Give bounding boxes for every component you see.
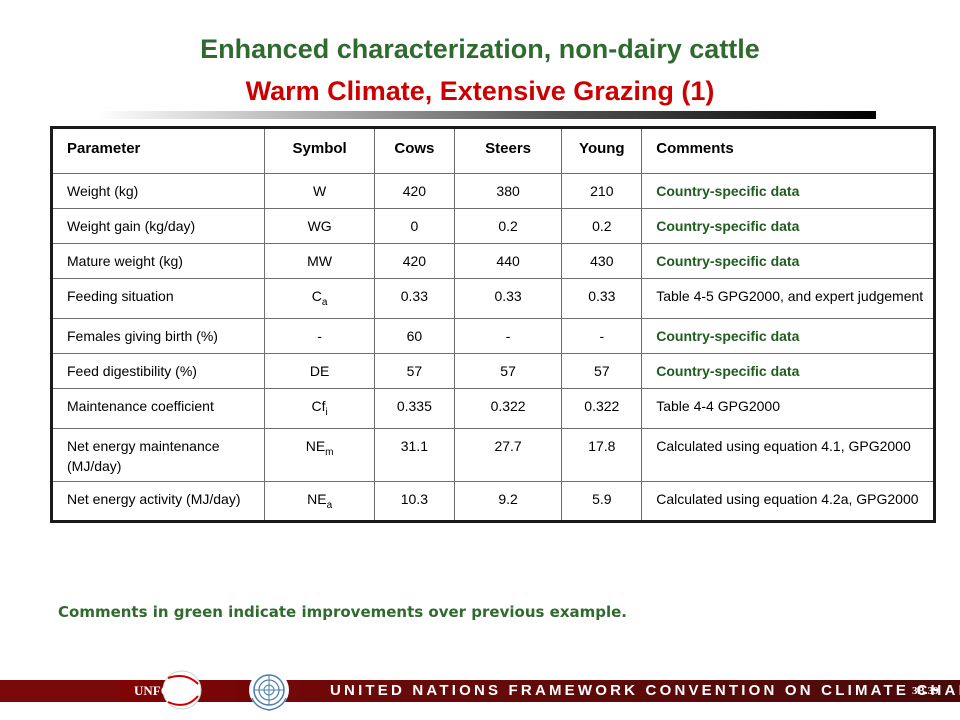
cell-symbol: MW [264,243,375,279]
symbol-subscript: i [325,406,328,418]
cell-steers: 440 [453,243,563,279]
cell-young: 0.2 [561,208,643,244]
parameters-table: Parameter Symbol Cows Steers Young Comme… [50,126,936,524]
header-young: Young [561,127,643,174]
cell-comments: Table 4-5 GPG2000, and expert judgement [641,278,935,319]
green-comments-note: Comments in green indicate improvements … [58,603,628,621]
cell-young: 210 [561,173,643,209]
table-row: Feed digestibility (%) DE 57 57 57 Country-sp… [50,352,935,389]
cell-cows: 0.335 [373,387,455,429]
cell-comments: Country-specific data [641,317,935,354]
cell-steers: 0.2 [453,208,563,244]
cell-cows: 420 [373,173,455,209]
table-row: Mature weight (kg) MW 420 440 430 Country-spe… [50,243,935,279]
cell-parameter: Feed digestibility (%) [50,352,266,389]
cell-parameter: Net energy maintenance (MJ/day) [50,427,266,482]
footer-convention-text: UNITED NATIONS FRAMEWORK CONVENTION ON C… [330,682,960,699]
cell-young: 57 [561,352,643,389]
header-comments: Comments [641,127,935,174]
symbol-text: - [317,327,322,344]
cell-symbol: W [264,173,375,209]
symbol-subscript: a [326,499,333,511]
cell-young: - [561,317,643,354]
subtitle-number: (1) [681,76,715,106]
cell-parameter: Net energy activity (MJ/day) [50,480,266,523]
cell-steers: 27.7 [453,427,563,482]
footer-banner: UNFCCC UNITED NATIONS FRAMEWORK CONVENTI… [0,668,960,712]
unfccc-logo-text: UNFCCC [134,683,189,698]
cell-steers: 0.33 [453,278,563,319]
symbol-text: Cf [311,397,326,414]
cell-comments: Country-specific data [641,208,935,244]
cell-parameter: Females giving birth (%) [50,317,266,354]
cell-young: 5.9 [561,480,643,523]
symbol-text: W [313,183,327,199]
footer-bar-left [0,680,120,702]
table-header-row: Parameter Symbol Cows Steers Young Comme… [50,127,935,174]
cell-cows: 420 [373,243,455,279]
cell-comments: Country-specific data [641,243,935,279]
symbol-text: NE [307,490,327,507]
symbol-subscript: a [321,296,328,308]
cell-cows: 0.33 [373,278,455,319]
cell-steers: 0.322 [453,387,563,429]
table-row: Females giving birth (%) -60- - Country-spe… [50,317,935,354]
cell-cows: 10.3 [373,480,455,523]
symbol-text: DE [309,362,330,379]
header-parameter: Parameter [50,127,266,174]
cell-comments: Country-specific data [641,173,935,209]
symbol-text: C [311,288,322,304]
cell-cows: 57 [373,352,455,389]
cell-cows: 31.1 [373,427,455,482]
cell-comments: Table 4-4 GPG2000 [641,387,935,429]
cell-parameter: Mature weight (kg) [50,243,266,279]
cell-symbol: Ca [264,278,375,319]
cell-cows: 60 [373,317,455,354]
cell-symbol: - [264,317,375,354]
cell-symbol: NEa [264,480,375,523]
table-row: Net energy activity (MJ/day) NEa 10.3 9.2 5.… [50,480,935,523]
symbol-subscript: m [325,446,334,458]
un-emblem-icon [249,670,289,711]
cell-young: 0.33 [561,278,643,319]
table-row: Weight gain (kg/day) WG 0 0.2 0.2 Country-spe… [50,208,935,244]
symbol-text: NE [305,437,326,454]
slide-title: Enhanced characterization, non-dairy cat… [200,34,760,64]
subtitle-main: Warm Climate, Extensive Grazing [245,76,674,106]
cell-parameter: Maintenance coefficient [50,387,266,429]
cell-comments: Calculated using equation 4.1, GPG2000 [641,427,935,482]
cell-symbol: WG [264,208,375,244]
header-steers: Steers [453,127,563,174]
cell-comments: Country-specific data [641,352,935,389]
cell-cows: 0 [373,208,455,244]
cell-steers: 57 [453,352,563,389]
table-row: Maintenance coefficient Cfi 0.335 0.322 0.32… [50,387,935,429]
table-body: Weight (kg) W 420 380 210 Country-specific da… [50,173,935,523]
cell-steers: 9.2 [453,480,563,523]
unfccc-logo-icon: UNFCCC [134,670,202,710]
cell-comments: Calculated using equation 4.2a, GPG2000 [641,480,935,523]
cell-parameter: Weight (kg) [50,173,266,209]
cell-parameter: Weight gain (kg/day) [50,208,266,244]
table-row: Feeding situation Ca 0.33 0.33 0.33 Table 4-5… [50,278,935,319]
cell-symbol: DE [264,352,375,389]
header-cows: Cows [373,127,455,174]
cell-symbol: Cfi [264,387,375,429]
cell-young: 0.322 [561,387,643,429]
symbol-text: MW [307,253,333,269]
cell-steers: - [453,317,563,354]
slide-subtitle: Warm Climate, Extensive Grazing (1) [0,74,960,108]
table-row: Net energy maintenance (MJ/day) NEm 31.1 27… [50,427,935,482]
table-row: Weight (kg) W 420 380 210 Country-specific da… [50,173,935,209]
footer-bar [0,680,960,702]
cell-symbol: NEm [264,427,375,482]
cell-parameter: Feeding situation [50,278,266,319]
title-divider [96,111,876,119]
slide-number: 3B.39 [912,685,939,697]
header-symbol: Symbol [264,127,375,174]
symbol-text: WG [307,218,332,234]
cell-young: 430 [561,243,643,279]
cell-steers: 380 [453,173,563,209]
cell-young: 17.8 [561,427,643,482]
